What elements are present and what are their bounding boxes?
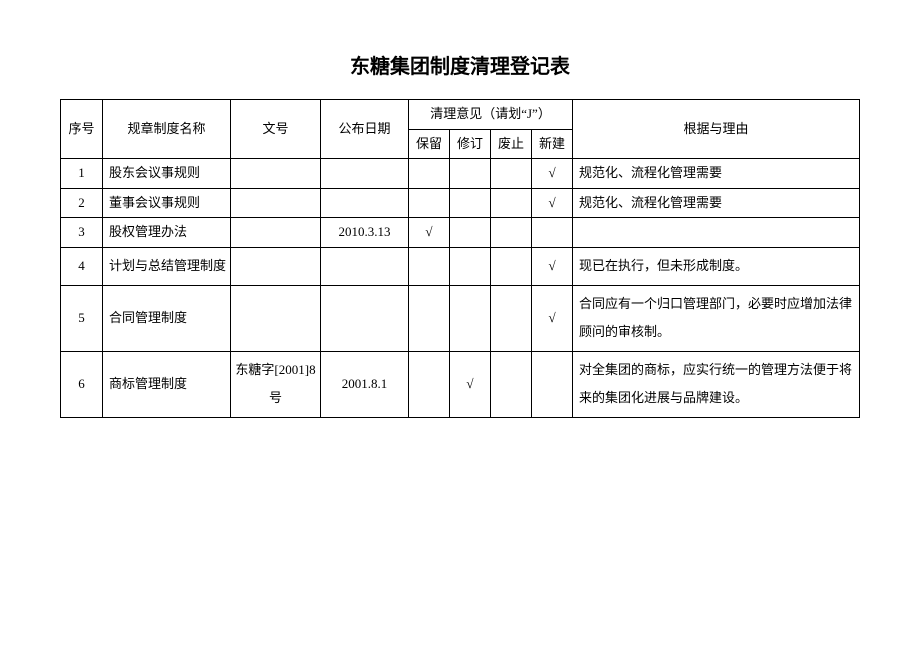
- table-row: 6 商标管理制度 东糖字[2001]8号 2001.8.1 √ 对全集团的商标，…: [61, 351, 860, 417]
- cell-seq: 6: [61, 351, 103, 417]
- cell-seq: 5: [61, 285, 103, 351]
- cell-name: 商标管理制度: [103, 351, 231, 417]
- cell-seq: 4: [61, 247, 103, 285]
- cell-new: √: [532, 188, 573, 218]
- cell-name: 股权管理办法: [103, 218, 231, 248]
- table-header-row-1: 序号 规章制度名称 文号 公布日期 清理意见（请划“J”） 根据与理由: [61, 100, 860, 130]
- header-name: 规章制度名称: [103, 100, 231, 159]
- cell-date: 2010.3.13: [321, 218, 409, 248]
- cell-seq: 3: [61, 218, 103, 248]
- page-title: 东糖集团制度清理登记表: [60, 50, 860, 79]
- header-new: 新建: [532, 129, 573, 159]
- cell-new: √: [532, 159, 573, 189]
- cell-docno: [231, 285, 321, 351]
- cell-revise: [450, 188, 491, 218]
- cell-revise: [450, 247, 491, 285]
- cell-docno: [231, 218, 321, 248]
- cell-name: 董事会议事规则: [103, 188, 231, 218]
- cell-date: [321, 247, 409, 285]
- cell-new: √: [532, 285, 573, 351]
- header-revise: 修订: [450, 129, 491, 159]
- cell-name: 计划与总结管理制度: [103, 247, 231, 285]
- cell-name: 股东会议事规则: [103, 159, 231, 189]
- cell-abolish: [491, 351, 532, 417]
- cell-date: 2001.8.1: [321, 351, 409, 417]
- cell-keep: [409, 247, 450, 285]
- table-row: 5 合同管理制度 √ 合同应有一个归口管理部门，必要时应增加法律顾问的审核制。: [61, 285, 860, 351]
- header-date: 公布日期: [321, 100, 409, 159]
- cell-new: [532, 351, 573, 417]
- cell-name: 合同管理制度: [103, 285, 231, 351]
- header-keep: 保留: [409, 129, 450, 159]
- cell-keep: [409, 188, 450, 218]
- cell-abolish: [491, 285, 532, 351]
- cell-abolish: [491, 159, 532, 189]
- cell-date: [321, 188, 409, 218]
- cell-reason: 规范化、流程化管理需要: [573, 188, 860, 218]
- cell-reason: [573, 218, 860, 248]
- table-row: 2 董事会议事规则 √ 规范化、流程化管理需要: [61, 188, 860, 218]
- header-reason: 根据与理由: [573, 100, 860, 159]
- cell-keep: [409, 159, 450, 189]
- table-row: 3 股权管理办法 2010.3.13 √: [61, 218, 860, 248]
- cell-revise: [450, 218, 491, 248]
- cell-docno: [231, 188, 321, 218]
- header-docno: 文号: [231, 100, 321, 159]
- cell-abolish: [491, 188, 532, 218]
- cell-keep: [409, 351, 450, 417]
- cell-docno: [231, 247, 321, 285]
- cell-abolish: [491, 218, 532, 248]
- cell-reason: 合同应有一个归口管理部门，必要时应增加法律顾问的审核制。: [573, 285, 860, 351]
- cell-revise: √: [450, 351, 491, 417]
- cell-reason: 对全集团的商标，应实行统一的管理方法便于将来的集团化进展与品牌建设。: [573, 351, 860, 417]
- cell-date: [321, 285, 409, 351]
- cell-reason: 规范化、流程化管理需要: [573, 159, 860, 189]
- cell-revise: [450, 285, 491, 351]
- header-abolish: 废止: [491, 129, 532, 159]
- cell-new: [532, 218, 573, 248]
- table-row: 4 计划与总结管理制度 √ 现已在执行，但未形成制度。: [61, 247, 860, 285]
- table-row: 1 股东会议事规则 √ 规范化、流程化管理需要: [61, 159, 860, 189]
- cell-revise: [450, 159, 491, 189]
- registry-table: 序号 规章制度名称 文号 公布日期 清理意见（请划“J”） 根据与理由 保留 修…: [60, 99, 860, 418]
- cell-docno: [231, 159, 321, 189]
- cell-abolish: [491, 247, 532, 285]
- document-page: 东糖集团制度清理登记表 序号 规章制度名称 文号 公布日期 清理意见（请划“J”…: [0, 0, 920, 458]
- cell-reason: 现已在执行，但未形成制度。: [573, 247, 860, 285]
- cell-seq: 2: [61, 188, 103, 218]
- header-opinion-group: 清理意见（请划“J”）: [409, 100, 573, 130]
- cell-docno: 东糖字[2001]8号: [231, 351, 321, 417]
- cell-new: √: [532, 247, 573, 285]
- cell-keep: [409, 285, 450, 351]
- cell-date: [321, 159, 409, 189]
- cell-seq: 1: [61, 159, 103, 189]
- header-seq: 序号: [61, 100, 103, 159]
- cell-keep: √: [409, 218, 450, 248]
